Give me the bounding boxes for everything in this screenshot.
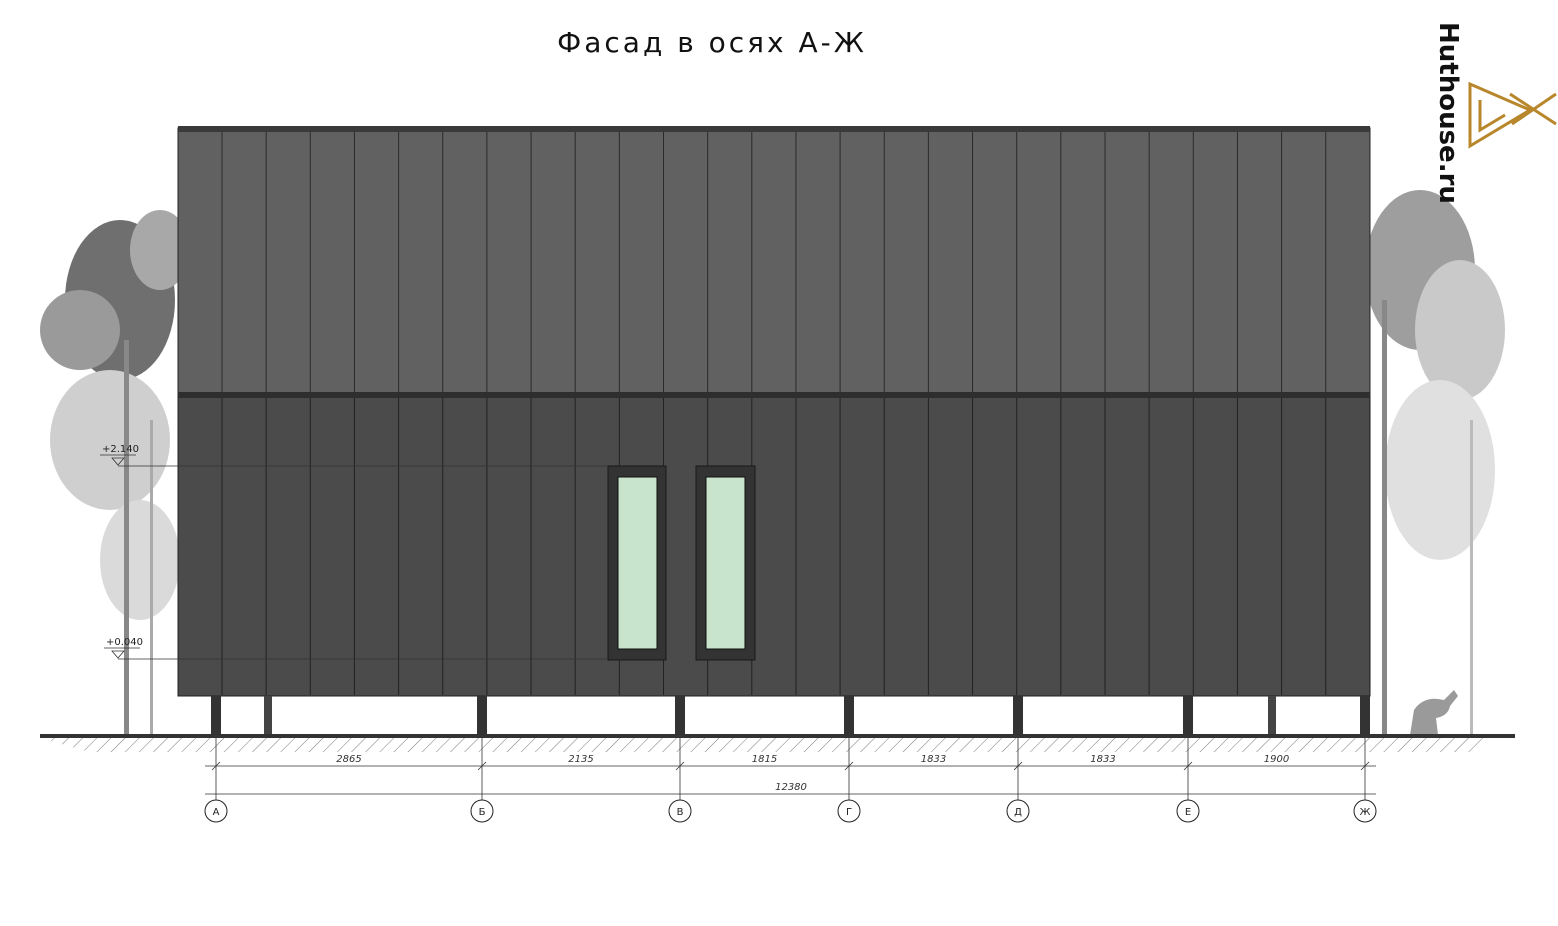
windows xyxy=(607,465,756,661)
axis-bubble xyxy=(668,799,692,823)
pile xyxy=(1183,696,1193,734)
tick xyxy=(675,761,685,771)
tick xyxy=(1360,761,1370,771)
axis-label: Д xyxy=(1014,807,1022,818)
axis-bubble xyxy=(837,799,861,823)
axis-bubble xyxy=(1176,799,1200,823)
pile xyxy=(477,696,487,734)
axis-bubble xyxy=(1353,799,1377,823)
axis-bubble xyxy=(204,799,228,823)
piles xyxy=(211,696,1370,734)
axis-label: Е xyxy=(1185,807,1191,818)
ground-hatch xyxy=(40,738,1490,752)
ground-line xyxy=(40,734,1515,738)
title: Фасад в осях А-Ж xyxy=(557,26,867,59)
dimension-label: 2135 xyxy=(568,754,593,765)
axis-label: В xyxy=(677,807,684,818)
tick xyxy=(844,761,854,771)
trees-left xyxy=(40,210,190,735)
floor-band xyxy=(178,392,1370,398)
logo-text: Huthouse.ru xyxy=(1433,22,1463,204)
pile xyxy=(844,696,854,734)
pile xyxy=(264,696,272,734)
axis-label: Г xyxy=(846,807,852,818)
level-marks xyxy=(100,454,608,660)
axis-bubble xyxy=(470,799,494,823)
roof-edge xyxy=(178,126,1370,132)
axis-bubble xyxy=(1006,799,1030,823)
panel-seams xyxy=(221,132,1371,695)
axis-label: А xyxy=(213,807,220,818)
tick xyxy=(211,761,221,771)
lower-floor xyxy=(177,393,1371,697)
dimension-label: 2865 xyxy=(336,754,361,765)
logo-mark xyxy=(1468,81,1557,149)
level-label: +2.140 xyxy=(102,444,139,455)
upper-floor xyxy=(177,127,1371,395)
tick xyxy=(1013,761,1023,771)
dimension-label: 1833 xyxy=(1090,754,1115,765)
pile xyxy=(1268,696,1276,734)
tick xyxy=(1183,761,1193,771)
pile xyxy=(1360,696,1370,734)
total-dimension: 12380 xyxy=(775,782,807,793)
pile xyxy=(211,696,221,734)
dimension-label: 1815 xyxy=(752,754,777,765)
pile xyxy=(675,696,685,734)
dimension-chain: А Б В Г Д Е Ж 2865 2135 1815 1833 1833 1900 12380 xyxy=(204,738,1377,823)
dimension-label: 1833 xyxy=(921,754,946,765)
trees-right xyxy=(1365,190,1505,735)
axis-label: Ж xyxy=(1360,807,1371,818)
axis-label: Б xyxy=(479,807,486,818)
dimension-label: 1900 xyxy=(1264,754,1289,765)
pile xyxy=(1013,696,1023,734)
tick xyxy=(477,761,487,771)
level-label: +0.040 xyxy=(106,637,143,648)
